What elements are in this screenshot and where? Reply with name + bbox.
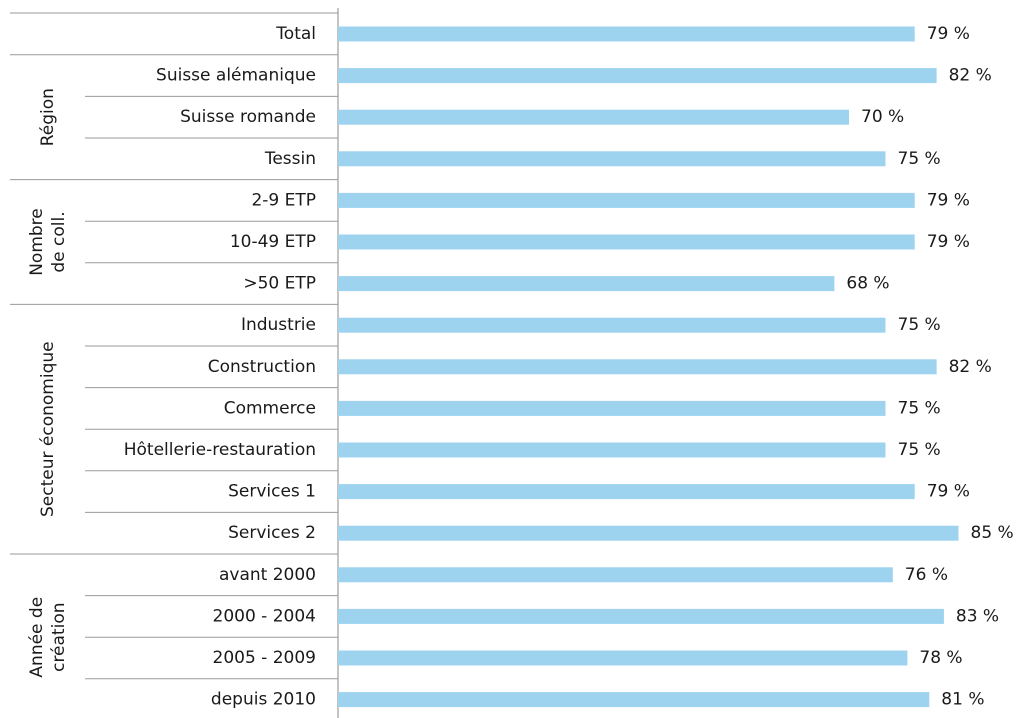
group-label: Nombre: [27, 208, 47, 276]
bar: [338, 650, 908, 666]
value-label: 75 %: [898, 398, 941, 418]
category-label: Hôtellerie-restauration: [124, 440, 316, 460]
category-label: Industrie: [241, 315, 316, 335]
group-label: création: [49, 602, 69, 671]
bar: [338, 692, 930, 708]
bar: [338, 109, 849, 125]
category-label: 2000 - 2004: [213, 606, 316, 626]
bar: [338, 234, 915, 250]
bar: [338, 442, 886, 458]
bar: [338, 608, 944, 624]
value-label: 75 %: [898, 149, 941, 169]
value-label: 75 %: [898, 315, 941, 335]
value-label: 76 %: [905, 565, 948, 585]
group-label: de coll.: [49, 211, 69, 272]
value-label: 81 %: [941, 690, 984, 710]
bar: [338, 525, 959, 541]
group-label: Secteur économique: [38, 341, 58, 517]
group-label: Année de: [27, 597, 47, 678]
value-label: 85 %: [971, 523, 1014, 543]
category-label: Commerce: [224, 398, 316, 418]
value-label: 79 %: [927, 190, 970, 210]
bar: [338, 26, 915, 42]
category-label: Suisse alémanique: [156, 66, 316, 86]
value-label: 79 %: [927, 482, 970, 502]
bar: [338, 567, 893, 583]
category-label: Services 1: [228, 482, 316, 502]
category-label: avant 2000: [219, 565, 316, 585]
category-label: 2005 - 2009: [213, 648, 316, 668]
value-label: 70 %: [861, 107, 904, 127]
category-label: Construction: [208, 357, 316, 377]
value-label: 82 %: [949, 357, 992, 377]
value-label: 68 %: [846, 274, 889, 294]
value-label: 79 %: [927, 24, 970, 44]
bar: [338, 192, 915, 208]
bar: [338, 400, 886, 416]
group-label: Région: [38, 88, 58, 146]
bar: [338, 359, 937, 375]
bar: [338, 484, 915, 500]
category-label: depuis 2010: [211, 690, 316, 710]
category-label: >50 ETP: [243, 274, 316, 294]
category-label: Services 2: [228, 523, 316, 543]
value-label: 75 %: [898, 440, 941, 460]
value-label: 79 %: [927, 232, 970, 252]
bar: [338, 276, 835, 292]
category-label: Suisse romande: [180, 107, 316, 127]
category-label: 10-49 ETP: [230, 232, 316, 252]
bar: [338, 151, 886, 167]
bar: [338, 317, 886, 333]
value-label: 82 %: [949, 66, 992, 86]
category-label: Total: [275, 24, 316, 44]
value-label: 78 %: [919, 648, 962, 668]
bar: [338, 68, 937, 84]
category-label: 2-9 ETP: [251, 190, 316, 210]
value-label: 83 %: [956, 606, 999, 626]
category-label: Tessin: [264, 149, 316, 169]
